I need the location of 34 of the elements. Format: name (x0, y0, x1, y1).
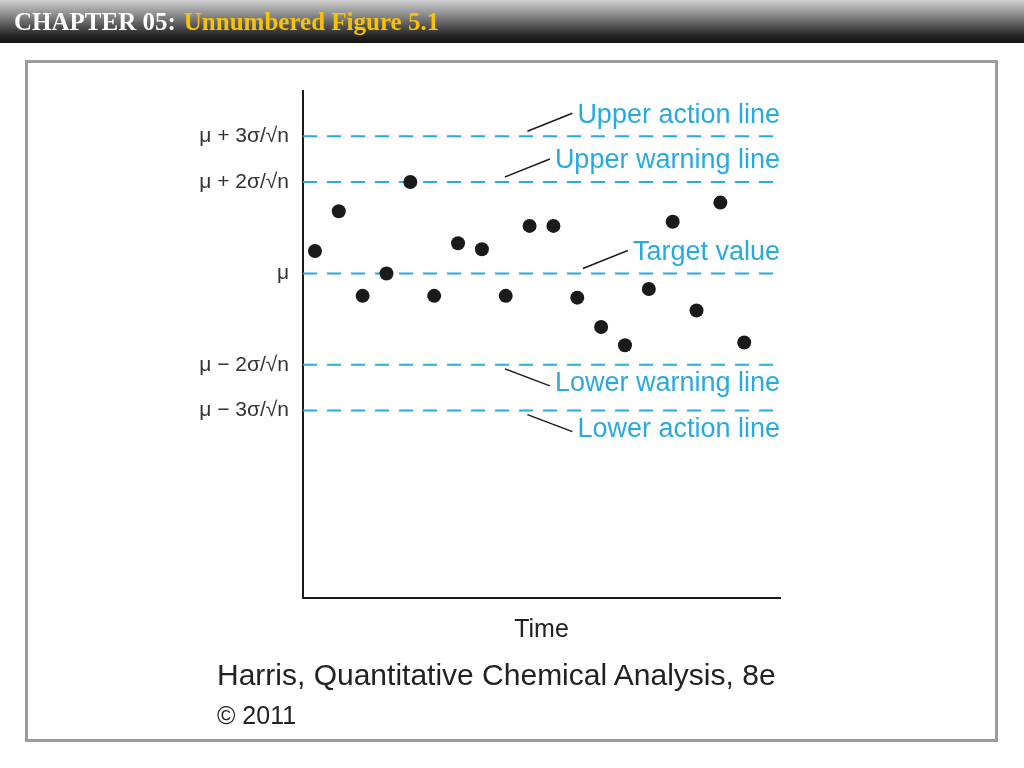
chart-subtitle: Unnumbered Figure 5.1 (183, 8, 440, 35)
ref-line-label: Lower warning line (554, 367, 780, 398)
point (713, 195, 728, 210)
point (641, 281, 656, 296)
point (379, 266, 394, 281)
y-tick-label: μ − 3σ/√n (199, 397, 289, 421)
ref-line-label: Upper warning line (554, 144, 780, 175)
y-tick-label: μ (276, 260, 289, 284)
point (594, 319, 609, 334)
y-tick-label: μ − 2σ/√n (199, 351, 289, 375)
ref-line-label: Target value (632, 235, 780, 266)
point (546, 218, 561, 233)
y-tick-label: μ + 2σ/√n (199, 168, 289, 192)
point (427, 288, 442, 303)
point (665, 214, 680, 229)
point (451, 236, 466, 251)
text: CHAPTER 05: (14, 8, 176, 35)
text: © 2011 (217, 700, 297, 730)
point (522, 218, 537, 233)
point (737, 335, 752, 350)
ref-line-label: Upper action line (577, 98, 780, 129)
y-tick-label: μ + 3σ/√n (199, 123, 289, 147)
point (689, 303, 704, 318)
point (474, 242, 489, 257)
point (498, 288, 513, 303)
point (331, 204, 346, 219)
point (355, 288, 370, 303)
point (403, 175, 418, 190)
ref-line-label: Lower action line (577, 413, 780, 444)
point (307, 244, 322, 259)
x-axis-title: Time (514, 613, 569, 642)
point (617, 338, 632, 353)
text: Harris, Quantitative Chemical Analysis, 8e (217, 657, 776, 693)
point (570, 290, 585, 305)
